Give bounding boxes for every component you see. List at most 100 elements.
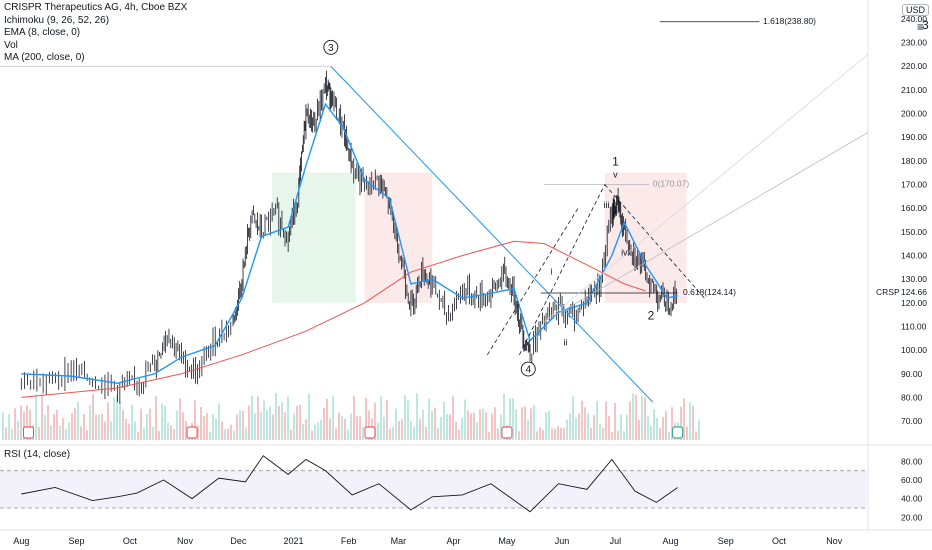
volume-bar xyxy=(683,398,685,440)
symbol-title[interactable]: CRISPR Therapeutics AG, 4h, Cboe BZX xyxy=(4,2,188,13)
volume-bar xyxy=(692,405,694,440)
volume-bar xyxy=(251,395,253,440)
time-axis-label[interactable]: Sep xyxy=(718,536,734,546)
wave-channel-line xyxy=(487,207,579,356)
ema-legend-item[interactable]: EMA (8, close, 0) xyxy=(4,27,81,39)
volume-bar xyxy=(140,408,142,440)
volume-bar xyxy=(668,431,670,440)
volume-bar xyxy=(98,414,100,440)
volume-bar xyxy=(650,425,652,440)
time-axis-label[interactable]: Nov xyxy=(177,536,194,546)
volume-bar xyxy=(311,430,313,440)
volume-bar xyxy=(50,425,52,440)
volume-bar xyxy=(647,416,649,440)
time-axis-label[interactable]: Dec xyxy=(230,536,247,546)
volume-bar xyxy=(41,393,43,440)
volume-bar xyxy=(53,414,55,440)
volume-bar xyxy=(113,397,115,440)
volume-bar xyxy=(218,403,220,440)
volume-bar xyxy=(359,416,361,440)
volume-bar xyxy=(416,393,418,440)
price-tick-label: 120.00 xyxy=(901,298,927,308)
volume-bar xyxy=(440,416,442,440)
volume-bar xyxy=(284,411,286,440)
volume-bar xyxy=(449,414,451,440)
ichimoku-cloud xyxy=(364,172,433,303)
rsi-legend-item[interactable]: RSI (14, close) xyxy=(4,449,71,460)
wave-label: 2 xyxy=(648,308,655,322)
volume-bar xyxy=(233,430,235,440)
volume-bar xyxy=(368,410,370,440)
volume-bar xyxy=(680,406,682,440)
volume-bar xyxy=(116,394,118,440)
volume-bar xyxy=(623,431,625,440)
volume-bar xyxy=(548,410,550,440)
fib-label: 1.618(238.80) xyxy=(763,16,816,26)
volume-bar xyxy=(110,421,112,440)
volume-bar xyxy=(497,428,499,440)
volume-bar xyxy=(620,414,622,440)
volume-bar xyxy=(230,424,232,440)
volume-legend-item[interactable]: Vol xyxy=(4,39,18,51)
volume-bar xyxy=(263,400,265,440)
volume-bar xyxy=(302,423,304,440)
volume-bar xyxy=(437,428,439,440)
volume-bar xyxy=(473,412,475,440)
volume-bar xyxy=(212,413,214,440)
volume-bar xyxy=(92,393,94,440)
volume-bar xyxy=(638,419,640,440)
currency-selector[interactable]: USD xyxy=(902,4,930,16)
volume-bar xyxy=(431,410,433,440)
volume-bar xyxy=(221,421,223,440)
wave-label: 1 xyxy=(612,155,619,169)
time-axis-label[interactable]: Apr xyxy=(447,536,461,546)
volume-bar xyxy=(266,410,268,440)
volume-bar xyxy=(632,393,634,440)
time-axis-label[interactable]: 2021 xyxy=(283,536,303,546)
volume-bar xyxy=(317,422,319,440)
volume-bar xyxy=(14,408,16,440)
volume-bar xyxy=(401,419,403,440)
volume-bar xyxy=(26,405,28,440)
volume-bar xyxy=(617,430,619,440)
time-axis-label[interactable]: Sep xyxy=(68,536,84,546)
volume-bar xyxy=(482,408,484,440)
price-tick-label: 70.00 xyxy=(901,416,923,426)
time-axis-label[interactable]: Jul xyxy=(610,536,622,546)
volume-bar xyxy=(227,428,229,440)
volume-bar xyxy=(563,427,565,440)
volume-bar xyxy=(425,427,427,440)
time-axis-label[interactable]: Oct xyxy=(123,536,138,546)
time-axis-label[interactable]: May xyxy=(498,536,516,546)
volume-bar xyxy=(206,412,208,440)
price-tick-label: 190.00 xyxy=(901,132,927,142)
menu-icon[interactable]: ≡ xyxy=(917,20,925,34)
volume-bar xyxy=(596,400,598,440)
time-axis-label[interactable]: Aug xyxy=(663,536,679,546)
volume-bar xyxy=(245,427,247,440)
volume-bar xyxy=(476,422,478,440)
price-tick-label: 90.00 xyxy=(901,369,923,379)
price-tick-label: 130.00 xyxy=(901,274,927,284)
volume-bar xyxy=(488,431,490,440)
wave-circle xyxy=(520,361,536,377)
time-axis-label[interactable]: Mar xyxy=(391,536,407,546)
volume-bar xyxy=(158,431,160,440)
volume-bar xyxy=(332,396,334,440)
price-tick-label: 110.00 xyxy=(901,321,927,331)
volume-bar xyxy=(446,414,448,440)
volume-bar xyxy=(146,413,148,440)
ichimoku-legend-item[interactable]: Ichimoku (9, 26, 52, 26) xyxy=(4,14,110,26)
time-axis-label[interactable]: Aug xyxy=(13,536,29,546)
time-axis-label[interactable]: Jun xyxy=(555,536,570,546)
ma-legend-item[interactable]: MA (200, close, 0) xyxy=(4,52,85,64)
time-axis-label[interactable]: Oct xyxy=(772,536,787,546)
time-axis-label[interactable]: Feb xyxy=(341,536,357,546)
volume-bar xyxy=(671,407,673,440)
volume-bar xyxy=(62,417,64,440)
volume-bar xyxy=(47,405,49,440)
volume-bar xyxy=(545,412,547,440)
time-axis-label[interactable]: Nov xyxy=(826,536,843,546)
